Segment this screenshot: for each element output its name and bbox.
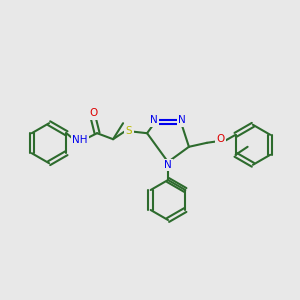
Text: NH: NH [72,135,88,145]
Text: N: N [178,115,186,125]
Text: S: S [126,126,132,136]
Text: N: N [150,115,158,125]
Text: N: N [164,160,172,170]
Text: O: O [89,108,97,118]
Text: O: O [217,134,225,144]
